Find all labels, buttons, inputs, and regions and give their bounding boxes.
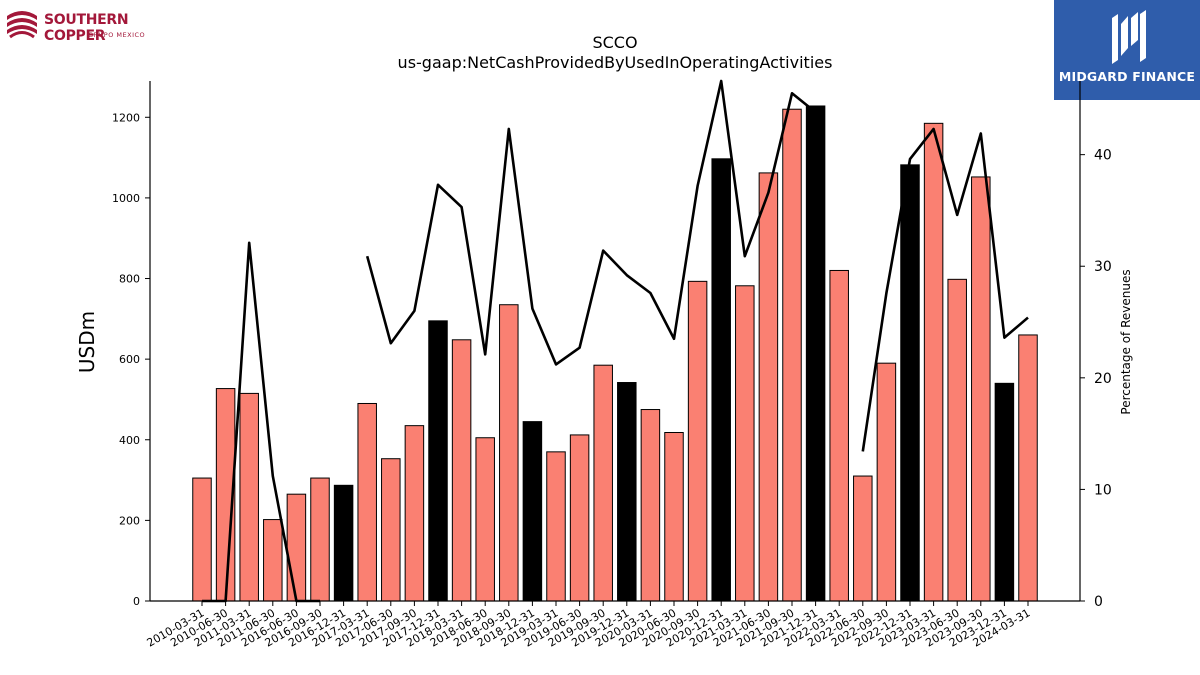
bar [428,320,448,602]
bar [381,458,401,602]
y2-tick-label: 30 [1094,259,1112,275]
bar [664,432,684,602]
bar [451,339,472,602]
bar [758,172,779,602]
bar [923,122,944,602]
bar [357,402,377,602]
y-tick-label: 400 [119,434,140,447]
y2-tick-label: 20 [1094,371,1112,387]
southern-copper-wordmark: SOUTHERN COPPER [44,12,129,44]
bar [263,519,283,602]
y2-tick-label: 10 [1094,482,1112,498]
chart-subtitle: us-gaap:NetCashProvidedByUsedInOperating… [398,53,833,72]
southern-copper-logo: SOUTHERN COPPER GRUPO MEXICO [4,4,194,44]
bar [404,425,425,602]
y-tick-label: 200 [119,514,140,527]
bar [522,421,543,602]
bar [971,176,991,602]
bar [569,434,590,602]
midgard-finance-logo: MIDGARD FINANCE [1054,0,1200,100]
y-tick-label: 1200 [112,111,140,124]
bar [333,484,354,602]
midgard-finance-wordmark: MIDGARD FINANCE [1058,69,1196,84]
series-line [365,79,817,366]
midgard-emblem-icon [1112,10,1146,64]
southern-copper-emblem-icon [7,11,37,39]
bar [499,304,519,602]
bar [782,108,802,602]
y-tick-label: 0 [133,595,140,608]
bar [853,475,873,602]
y-axis-label: USDm [75,311,99,373]
bar-series [192,105,1038,602]
bar [310,477,330,602]
bar [593,364,613,602]
bar [735,285,755,602]
bar [687,280,708,602]
series-line [861,127,1029,452]
bar [900,164,920,602]
bar [617,382,637,602]
chart-title: SCCO [592,33,637,52]
y2-tick-label: 0 [1094,594,1103,610]
y-tick-label: 800 [119,273,140,286]
bar [805,105,826,602]
bar [994,382,1015,602]
axes: 0200400600800100012000102030402010-03-31… [112,81,1112,650]
bar [711,158,731,602]
y-tick-label: 600 [119,353,140,366]
grupo-mexico-wordmark: GRUPO MEXICO [88,31,146,39]
y2-axis-label: Percentage of Revenues [1119,269,1133,414]
y-tick-label: 1000 [112,192,140,205]
bar [192,477,212,602]
bar [546,451,566,602]
bar [640,409,661,602]
bar [947,278,967,602]
bar [876,362,897,602]
bar [286,493,307,602]
bar [1018,334,1038,602]
bar [239,392,259,602]
bar [829,269,849,602]
y2-tick-label: 40 [1094,148,1112,164]
bar [475,437,495,602]
